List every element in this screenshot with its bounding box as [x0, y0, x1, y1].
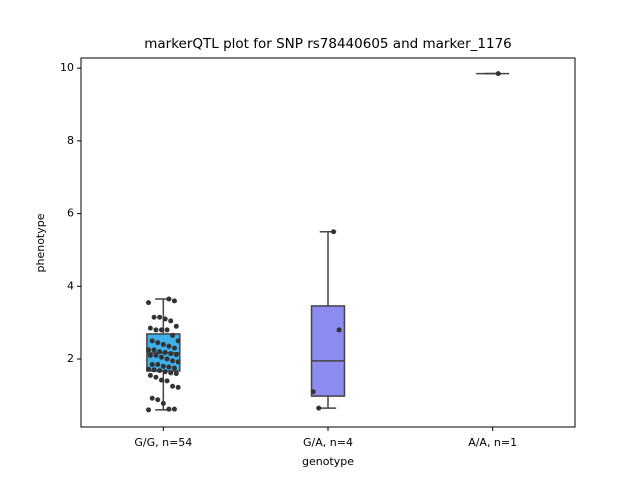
data-point — [157, 314, 163, 320]
data-point — [171, 298, 177, 304]
data-point — [168, 370, 174, 376]
data-point — [153, 327, 159, 333]
data-point — [168, 318, 174, 324]
data-point — [171, 406, 177, 412]
data-point — [310, 389, 316, 395]
data-point — [157, 368, 163, 374]
data-point — [171, 345, 177, 351]
data-point — [162, 349, 168, 355]
data-point — [164, 327, 170, 333]
data-point — [160, 341, 166, 347]
x-tick-label: A/A, n=1 — [468, 436, 517, 449]
data-point — [170, 358, 176, 364]
data-point — [164, 378, 170, 384]
chart-title: markerQTL plot for SNP rs78440605 and ma… — [144, 36, 512, 52]
data-point — [151, 314, 157, 320]
data-point — [175, 338, 181, 344]
data-point — [166, 296, 172, 302]
data-point — [162, 369, 168, 375]
data-point — [166, 406, 172, 412]
data-point — [146, 347, 152, 353]
data-point — [153, 374, 159, 380]
data-point — [151, 367, 157, 373]
box — [310, 305, 346, 397]
data-point — [170, 332, 176, 338]
data-point — [170, 383, 176, 389]
data-point — [168, 351, 174, 357]
data-point — [164, 356, 170, 362]
data-point — [166, 343, 172, 349]
data-point — [155, 397, 161, 403]
data-point — [147, 372, 153, 378]
data-point — [146, 300, 152, 306]
data-point — [336, 327, 342, 333]
x-tick-label: G/A, n=4 — [303, 436, 353, 449]
data-point — [158, 377, 164, 383]
data-point — [162, 316, 168, 322]
x-axis-label: genotype — [302, 455, 354, 468]
data-point — [157, 349, 163, 355]
data-point — [158, 354, 164, 360]
data-point — [149, 361, 155, 367]
data-point — [146, 366, 152, 372]
data-point — [495, 71, 501, 77]
data-point — [155, 340, 161, 346]
data-point — [175, 384, 181, 390]
data-point — [160, 363, 166, 369]
data-point — [155, 361, 161, 367]
data-point — [316, 405, 322, 411]
data-point — [158, 327, 164, 333]
y-tick-label: 8 — [67, 134, 74, 147]
y-axis-label: phenotype — [34, 213, 47, 272]
data-point — [173, 352, 179, 358]
data-point — [171, 365, 177, 371]
data-point — [147, 352, 153, 358]
data-point — [153, 352, 159, 358]
y-tick-label: 10 — [60, 61, 74, 74]
data-point — [149, 395, 155, 401]
data-point — [173, 371, 179, 377]
y-tick-label: 6 — [67, 207, 74, 220]
data-point — [147, 325, 153, 331]
y-tick-label: 2 — [67, 352, 74, 365]
data-point — [146, 407, 152, 413]
data-point — [331, 229, 337, 235]
x-tick-label: G/G, n=54 — [134, 436, 192, 449]
data-point — [149, 338, 155, 344]
data-point — [175, 359, 181, 365]
data-point — [151, 347, 157, 353]
data-point — [166, 364, 172, 370]
data-point — [160, 400, 166, 406]
y-tick-label: 4 — [67, 279, 74, 292]
data-point — [173, 323, 179, 329]
